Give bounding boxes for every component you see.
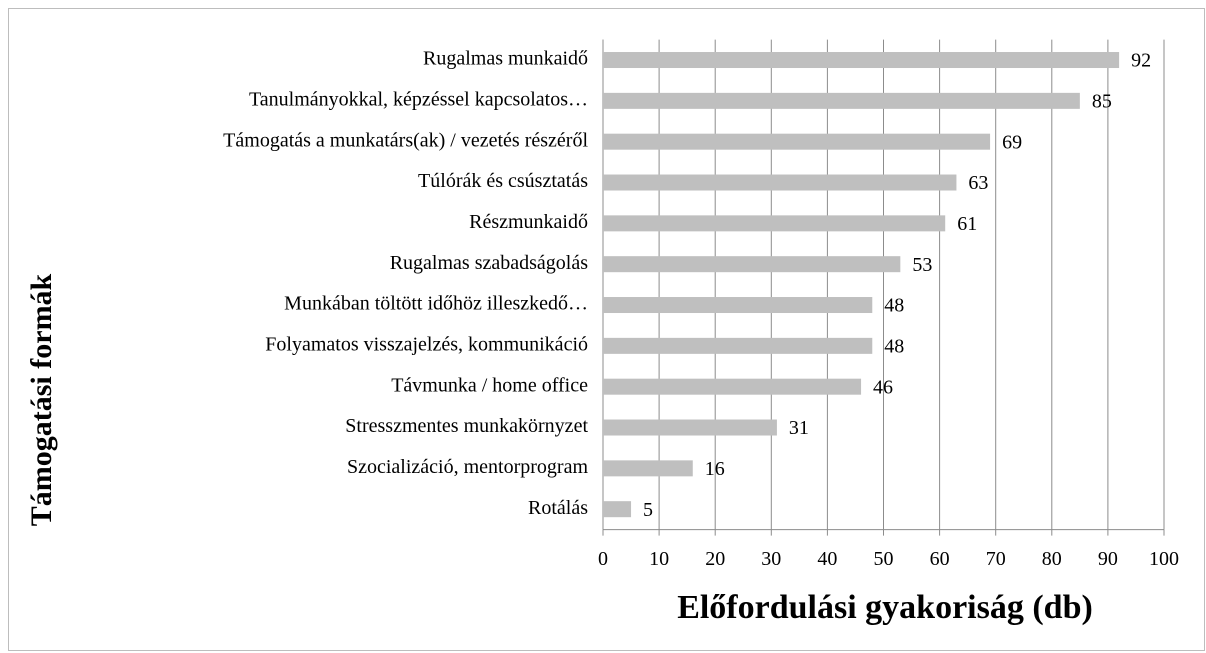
- y-tick-label: Stresszmentes munkakörnyzet: [345, 415, 588, 437]
- bar: [603, 133, 991, 150]
- y-tick-label: Rugalmas munkaidő: [423, 48, 588, 70]
- chart-border: [8, 8, 1205, 651]
- x-tick-label: 70: [986, 548, 1006, 570]
- bar: [603, 174, 957, 191]
- data-label: 31: [789, 417, 809, 439]
- x-tick-label: 80: [1042, 548, 1062, 570]
- x-tick-label: 0: [598, 548, 608, 570]
- x-tick-label: 40: [817, 548, 837, 570]
- data-label: 48: [884, 335, 904, 357]
- x-tick-label: 20: [705, 548, 725, 570]
- bar: [603, 460, 693, 477]
- y-tick-label: Távmunka / home office: [391, 374, 588, 396]
- y-axis-title: Támogatási formák: [25, 273, 58, 526]
- data-label: 92: [1131, 50, 1151, 72]
- y-tick-label: Támogatás a munkatárs(ak) / vezetés rész…: [223, 129, 588, 151]
- x-tick-label: 60: [930, 548, 950, 570]
- bar: [603, 52, 1120, 69]
- x-axis-title: Előfordulási gyakoriság (db): [677, 589, 1093, 626]
- y-tick-label: Tanulmányokkal, képzéssel kapcsolatos…: [249, 88, 588, 110]
- data-label: 46: [873, 376, 893, 398]
- bar: [603, 256, 901, 273]
- y-tick-label: Szocializáció, mentorprogram: [347, 456, 588, 478]
- bar: [603, 92, 1080, 109]
- x-tick-label: 30: [761, 548, 781, 570]
- data-label: 5: [643, 499, 653, 521]
- bar: [603, 297, 873, 314]
- data-label: 85: [1092, 90, 1112, 112]
- y-tick-label: Rugalmas szabadságolás: [390, 252, 588, 274]
- x-tick-label: 10: [649, 548, 669, 570]
- y-tick-label: Részmunkaidő: [469, 211, 588, 233]
- data-label: 63: [968, 172, 988, 194]
- y-tick-label: Munkában töltött időhöz illeszkedő…: [284, 293, 588, 315]
- data-label: 61: [957, 213, 977, 235]
- data-label: 53: [912, 254, 932, 276]
- data-label: 48: [884, 295, 904, 317]
- y-tick-label: Folyamatos visszajelzés, kommunikáció: [265, 333, 588, 355]
- bar: [603, 501, 632, 518]
- x-tick-label: 100: [1149, 548, 1179, 570]
- x-tick-label: 50: [874, 548, 894, 570]
- bar: [603, 419, 777, 436]
- bar: [603, 378, 862, 395]
- data-label: 16: [705, 458, 725, 480]
- bar: [603, 337, 873, 354]
- bar: [603, 215, 946, 232]
- x-tick-label: 90: [1098, 548, 1118, 570]
- y-tick-label: Rotálás: [528, 497, 588, 519]
- data-label: 69: [1002, 131, 1022, 153]
- y-tick-label: Túlórák és csúsztatás: [418, 170, 588, 192]
